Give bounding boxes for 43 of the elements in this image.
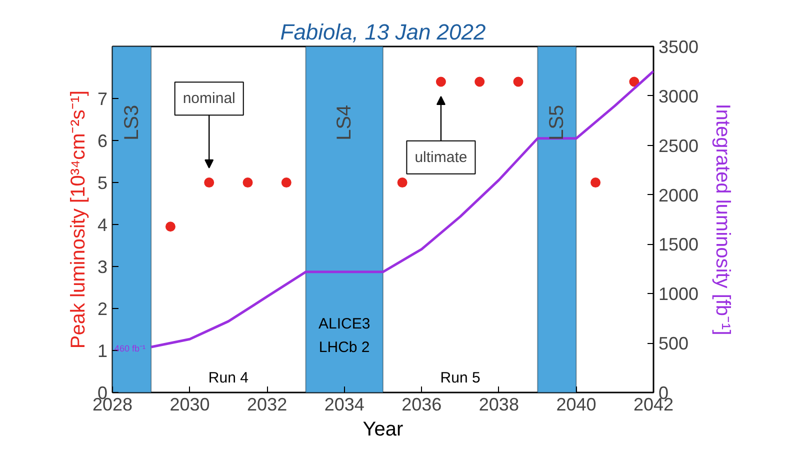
point <box>281 178 292 188</box>
y2-tick-label: 500 <box>658 334 689 354</box>
chart-title: Fabiola, 13 Jan 2022 <box>280 20 486 44</box>
point <box>436 76 446 87</box>
point <box>242 178 253 188</box>
y2-tick-label: 1500 <box>658 234 699 255</box>
y-tick-label: 7 <box>97 89 108 110</box>
annotation: Run 5 <box>440 369 480 386</box>
x-axis-title: Year <box>362 418 404 440</box>
point <box>590 178 601 188</box>
x-tick-label: 2040 <box>556 394 596 414</box>
y-tick-label: 5 <box>97 173 108 194</box>
point <box>513 76 524 87</box>
annotation: ultimate <box>414 148 468 166</box>
y2-tick-label: 3500 <box>658 37 699 57</box>
point <box>397 178 408 188</box>
y2-tick-label: 1000 <box>658 284 699 304</box>
x-tick-label: 2032 <box>247 394 288 414</box>
y2-axis-title: Integrated luminosity [fb⁻¹] <box>712 104 734 336</box>
x-tick-label: 2030 <box>170 394 210 414</box>
x-tick-label: 2034 <box>324 394 364 414</box>
point <box>474 76 485 87</box>
point <box>204 178 214 188</box>
annotation: 460 fb⁻¹ <box>114 343 146 354</box>
band-label: LS4 <box>333 104 356 140</box>
y-tick-label: 2 <box>97 299 108 320</box>
y2-tick-label: 2000 <box>658 185 699 206</box>
y-tick-label: 3 <box>97 257 108 278</box>
annotation: Run 4 <box>208 369 248 386</box>
y-axis-title: Peak luminosity [10³⁴cm⁻²s⁻¹] <box>67 90 90 349</box>
point <box>165 222 176 232</box>
point <box>629 76 640 87</box>
x-tick-label: 2036 <box>402 394 442 414</box>
x-tick-label: 2038 <box>478 394 519 414</box>
y-tick-label: 4 <box>97 215 108 236</box>
band-label: LS3 <box>120 104 143 140</box>
y2-tick-label: 2500 <box>658 136 699 156</box>
annotation: ALICE3 LHCb 2 <box>318 315 370 356</box>
y2-tick-label: 3000 <box>658 86 699 106</box>
y-tick-label: 6 <box>97 131 108 152</box>
y-tick-label: 1 <box>97 341 108 362</box>
band-label: LS5 <box>546 104 568 140</box>
annotation: nominal <box>182 90 236 108</box>
